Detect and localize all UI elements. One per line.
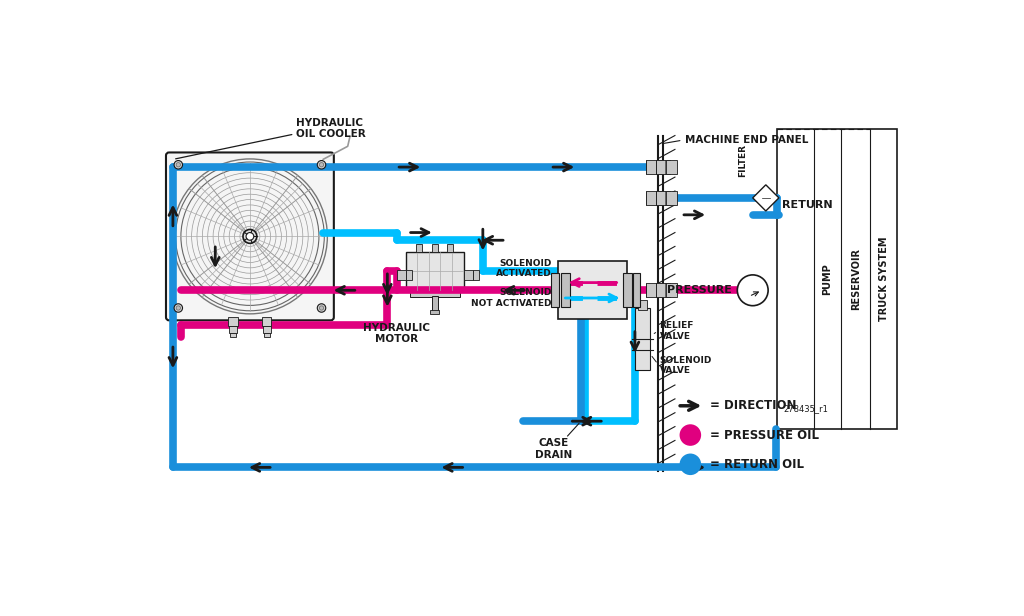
Bar bbox=[656, 191, 671, 205]
Text: MACHINE END PANEL: MACHINE END PANEL bbox=[685, 135, 808, 145]
Bar bbox=[416, 244, 422, 252]
Circle shape bbox=[174, 161, 182, 169]
Circle shape bbox=[737, 275, 768, 306]
Bar bbox=[447, 244, 454, 252]
Circle shape bbox=[317, 161, 326, 169]
Text: FILTER: FILTER bbox=[738, 144, 748, 177]
Text: PRESSURE: PRESSURE bbox=[668, 285, 732, 295]
Bar bbox=[432, 296, 438, 311]
Text: TRUCK SYSTEM: TRUCK SYSTEM bbox=[879, 237, 889, 321]
Text: SOLENOID
ACTIVATED: SOLENOID ACTIVATED bbox=[496, 259, 552, 278]
Bar bbox=[667, 283, 677, 297]
Text: HYDRAULIC
OIL COOLER: HYDRAULIC OIL COOLER bbox=[296, 118, 366, 139]
Circle shape bbox=[319, 163, 324, 167]
Circle shape bbox=[317, 304, 326, 312]
Text: HYDRAULIC
MOTOR: HYDRAULIC MOTOR bbox=[362, 323, 430, 344]
Text: PUMP: PUMP bbox=[822, 263, 833, 294]
Bar bbox=[667, 191, 677, 205]
Bar bbox=[646, 191, 664, 205]
Bar bbox=[464, 270, 473, 280]
Circle shape bbox=[176, 163, 180, 167]
Polygon shape bbox=[753, 185, 779, 211]
Bar bbox=[396, 270, 406, 280]
Text: = DIRECTION: = DIRECTION bbox=[711, 399, 797, 412]
FancyBboxPatch shape bbox=[166, 152, 334, 320]
Bar bbox=[473, 270, 479, 280]
Bar bbox=[635, 308, 650, 370]
Text: RELIEF
VALVE: RELIEF VALVE bbox=[659, 322, 694, 341]
Bar bbox=[646, 283, 664, 297]
Bar bbox=[633, 274, 640, 307]
Bar bbox=[430, 310, 439, 314]
Bar bbox=[432, 244, 438, 252]
Text: CASE
DRAIN: CASE DRAIN bbox=[536, 438, 572, 460]
Bar bbox=[551, 274, 559, 307]
Text: SOLENOID
VALVE: SOLENOID VALVE bbox=[659, 356, 712, 375]
Circle shape bbox=[319, 306, 324, 310]
Bar bbox=[228, 317, 238, 326]
Bar bbox=[406, 270, 412, 280]
Bar bbox=[656, 160, 671, 174]
Bar bbox=[638, 300, 647, 309]
Text: RESERVOIR: RESERVOIR bbox=[851, 248, 861, 310]
Bar bbox=[410, 290, 460, 297]
Bar bbox=[777, 129, 897, 429]
Circle shape bbox=[680, 424, 701, 446]
Circle shape bbox=[174, 304, 182, 312]
Bar bbox=[230, 333, 237, 337]
Circle shape bbox=[243, 229, 257, 243]
Bar bbox=[646, 160, 664, 174]
Circle shape bbox=[176, 306, 180, 310]
Bar bbox=[263, 326, 270, 333]
Bar bbox=[229, 326, 237, 333]
Text: 278435_r1: 278435_r1 bbox=[783, 405, 828, 413]
Bar bbox=[656, 283, 671, 297]
Bar bbox=[623, 274, 632, 307]
Bar bbox=[264, 333, 270, 337]
Circle shape bbox=[246, 232, 254, 240]
Bar bbox=[406, 252, 464, 290]
Text: SOLENOID
NOT ACTIVATED: SOLENOID NOT ACTIVATED bbox=[471, 288, 552, 307]
Text: = PRESSURE OIL: = PRESSURE OIL bbox=[711, 429, 819, 442]
Bar bbox=[558, 261, 628, 319]
Bar bbox=[262, 317, 271, 326]
Text: RETURN: RETURN bbox=[782, 200, 833, 210]
Bar bbox=[561, 274, 570, 307]
Circle shape bbox=[680, 453, 701, 475]
Bar bbox=[667, 160, 677, 174]
Text: = RETURN OIL: = RETURN OIL bbox=[711, 458, 805, 471]
